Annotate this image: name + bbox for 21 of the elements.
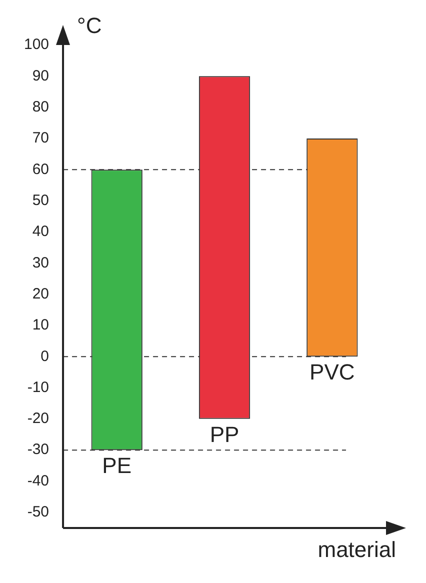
y-tick-label: -40 (27, 472, 50, 490)
y-tick-label: 100 (24, 36, 50, 54)
y-tick-label: 90 (32, 67, 50, 84)
x-tick-label: PE (102, 453, 132, 478)
y-tick-label: -10 (27, 378, 50, 396)
y-tick-label: -50 (27, 504, 50, 521)
y-axis-title: °C (77, 13, 102, 38)
y-tick-label: 0 (40, 348, 50, 365)
x-tick-label: PP (210, 422, 240, 447)
y-tick-label: 40 (32, 223, 50, 240)
y-tick-label: -20 (27, 410, 50, 428)
y-tick-label: -30 (27, 441, 50, 458)
x-axis-title: material (318, 537, 396, 562)
y-tick-label: 60 (32, 160, 50, 178)
y-tick-label: 10 (32, 316, 50, 334)
x-tick-label: PVC (310, 360, 355, 385)
y-tick-label: 20 (32, 285, 50, 302)
y-tick-label: 50 (32, 192, 50, 209)
y-tick-label: 80 (32, 98, 50, 116)
y-tick-label: 70 (32, 130, 50, 147)
y-tick-label: 30 (32, 254, 50, 272)
